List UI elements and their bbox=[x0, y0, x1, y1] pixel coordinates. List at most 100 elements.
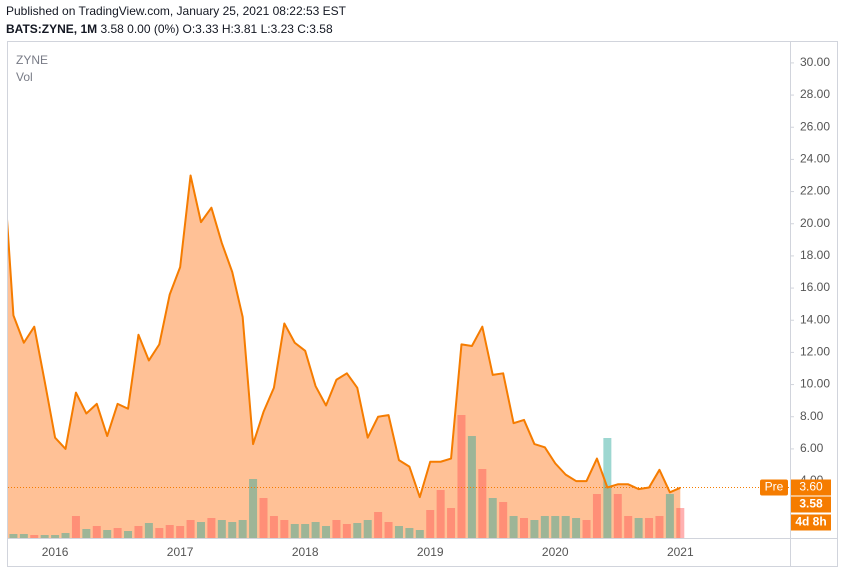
volume-bar bbox=[520, 518, 528, 538]
volume-bar bbox=[582, 520, 591, 538]
price-area bbox=[8, 175, 681, 538]
volume-bar bbox=[103, 530, 112, 538]
volume-bar bbox=[217, 520, 226, 538]
x-tick-label: 2019 bbox=[417, 545, 444, 559]
y-tick-label: 24.00 bbox=[800, 152, 830, 166]
countdown-badge bbox=[791, 514, 831, 531]
volume-bar bbox=[665, 494, 674, 538]
y-tick-label: 22.00 bbox=[800, 184, 830, 198]
y-tick-label: 10.00 bbox=[800, 377, 830, 391]
volume-bar bbox=[40, 535, 49, 538]
volume-bar bbox=[394, 526, 403, 538]
volume-bar bbox=[624, 516, 633, 538]
y-tick-label: 28.00 bbox=[800, 87, 830, 101]
countdown-label: 4d 8h bbox=[795, 515, 826, 529]
volume-bar bbox=[82, 529, 91, 538]
published-line: Published on TradingView.com, January 25… bbox=[6, 4, 347, 18]
volume-bar bbox=[322, 526, 331, 538]
volume-bar bbox=[155, 528, 164, 538]
volume-bar bbox=[374, 512, 383, 538]
volume-bar bbox=[363, 520, 372, 538]
volume-bar bbox=[426, 510, 435, 538]
y-tick-label: 20.00 bbox=[800, 216, 830, 230]
volume-bar bbox=[176, 526, 185, 538]
volume-bar bbox=[259, 498, 268, 538]
volume-bar bbox=[572, 518, 581, 538]
volume-bar bbox=[92, 526, 101, 538]
volume-bar bbox=[207, 518, 216, 538]
volume-bar bbox=[19, 534, 28, 538]
last-price-badge bbox=[791, 496, 831, 513]
volume-bar bbox=[551, 516, 560, 538]
volume-bar bbox=[134, 526, 143, 538]
volume-bar bbox=[61, 533, 70, 538]
volume-bar bbox=[613, 494, 622, 538]
quote: 3.58 0.00 (0%) O:3.33 H:3.81 L:3.23 C:3.… bbox=[100, 22, 333, 36]
y-tick-label: 6.00 bbox=[800, 441, 824, 455]
volume-bar bbox=[353, 523, 362, 538]
volume-bar bbox=[290, 524, 299, 538]
volume-bar bbox=[228, 522, 237, 538]
pre-price-label: 3.60 bbox=[799, 480, 823, 494]
volume-bar bbox=[249, 479, 258, 538]
y-tick-label: 30.00 bbox=[800, 55, 830, 69]
pre-label: Pre bbox=[765, 480, 784, 494]
y-tick-label: 16.00 bbox=[800, 280, 830, 294]
volume-bar bbox=[144, 523, 153, 538]
volume-bar bbox=[186, 520, 195, 538]
volume-bar bbox=[530, 520, 539, 538]
symbol: BATS:ZYNE, 1M bbox=[6, 22, 98, 36]
volume-bar bbox=[280, 520, 289, 538]
volume-bar bbox=[447, 508, 456, 538]
volume-bar bbox=[540, 516, 549, 538]
volume-bar bbox=[342, 524, 351, 538]
x-tick-label: 2018 bbox=[292, 545, 319, 559]
volume-bar bbox=[561, 516, 570, 538]
volume-bar bbox=[332, 520, 341, 538]
volume-bar bbox=[645, 518, 654, 538]
legend-symbol: ZYNE bbox=[16, 53, 48, 67]
volume-bar bbox=[196, 522, 205, 538]
y-tick-label: 8.00 bbox=[800, 409, 824, 423]
y-tick-label: 26.00 bbox=[800, 119, 830, 133]
volume-bar bbox=[509, 516, 518, 538]
x-tick-label: 2020 bbox=[542, 545, 569, 559]
volume-bar bbox=[415, 530, 424, 538]
volume-bar bbox=[634, 518, 643, 538]
legend-volume: Vol bbox=[16, 70, 33, 84]
volume-bar bbox=[436, 490, 445, 538]
pre-badge bbox=[760, 479, 788, 496]
y-tick-label: 14.00 bbox=[800, 312, 830, 326]
quote-line: BATS:ZYNE, 1M 3.58 0.00 (0%) O:3.33 H:3.… bbox=[6, 22, 333, 36]
x-tick-label: 2017 bbox=[167, 545, 194, 559]
volume-bar bbox=[405, 528, 414, 538]
volume-bar bbox=[499, 502, 508, 538]
chart-frame bbox=[7, 41, 838, 567]
x-tick-label: 2016 bbox=[42, 545, 69, 559]
volume-bar bbox=[124, 531, 133, 538]
plot-area bbox=[0, 174, 685, 538]
y-tick-label: 18.00 bbox=[800, 248, 830, 262]
volume-bar bbox=[238, 520, 247, 538]
volume-bar bbox=[311, 522, 320, 538]
volume-bar bbox=[30, 535, 39, 538]
volume-bar bbox=[592, 494, 601, 538]
volume-bar bbox=[113, 528, 122, 538]
volume-bar bbox=[457, 415, 466, 538]
volume-bar bbox=[51, 535, 60, 538]
volume-bar bbox=[488, 498, 497, 538]
volume-bar bbox=[301, 524, 310, 538]
last-price-label: 3.58 bbox=[799, 497, 823, 511]
volume-bar bbox=[71, 516, 80, 538]
volume-bar bbox=[478, 469, 487, 538]
y-tick-label: 12.00 bbox=[800, 345, 830, 359]
volume-bar bbox=[384, 522, 393, 538]
pre-price-badge bbox=[791, 479, 831, 496]
volume-bar bbox=[0, 534, 7, 538]
volume-bar bbox=[165, 525, 174, 538]
volume-bar bbox=[467, 436, 476, 538]
volume-bar bbox=[655, 516, 664, 538]
volume-bar bbox=[269, 516, 278, 538]
